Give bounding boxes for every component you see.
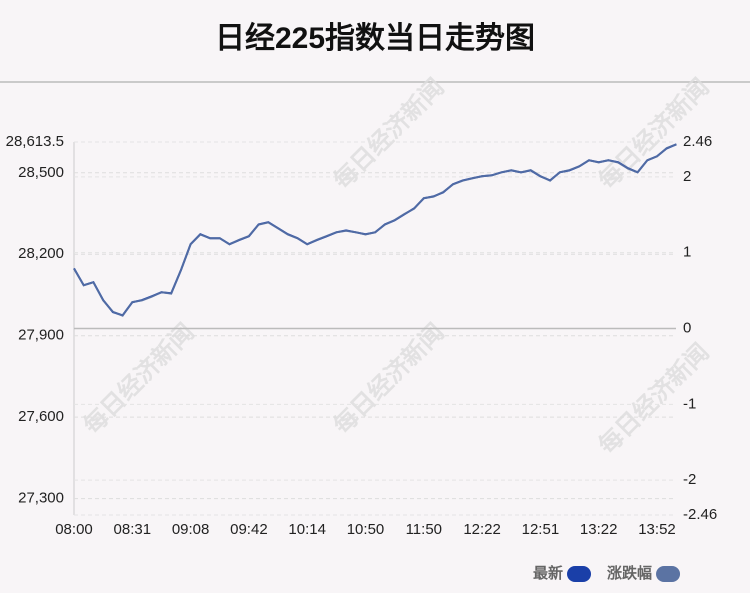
y-tick-label: 27,600 xyxy=(18,408,64,425)
y2-tick-label: -2.46 xyxy=(683,506,717,523)
x-tick-label: 12:51 xyxy=(522,521,560,538)
legend-swatch xyxy=(567,566,592,582)
watermark: 每日经济新闻 xyxy=(593,338,715,460)
line-series xyxy=(73,143,677,317)
legend-swatch xyxy=(656,566,681,582)
y-tick-label: 27,300 xyxy=(18,490,64,507)
y2-tick-label: -2 xyxy=(683,471,696,488)
legend-label: 涨跌幅 xyxy=(607,564,652,582)
x-tick-label: 13:52 xyxy=(638,521,676,538)
line-series xyxy=(73,143,677,317)
legend-label: 最新 xyxy=(533,564,563,582)
watermark: 每日经济新闻 xyxy=(78,318,200,440)
x-tick-label: 13:22 xyxy=(580,521,618,538)
x-tick-label: 09:08 xyxy=(172,521,210,538)
watermark: 每日经济新闻 xyxy=(328,318,450,440)
x-tick-label: 10:50 xyxy=(347,521,385,538)
y-tick-label: 27,900 xyxy=(18,327,64,344)
y-tick-label: 28,500 xyxy=(18,164,64,181)
x-tick-label: 11:50 xyxy=(406,521,442,538)
y2-tick-label: 2 xyxy=(683,168,691,185)
x-tick-label: 08:00 xyxy=(55,521,93,538)
y2-tick-label: 0 xyxy=(683,319,691,336)
x-tick-label: 09:42 xyxy=(230,521,268,538)
x-tick-label: 12:22 xyxy=(463,521,501,538)
x-tick-label: 10:14 xyxy=(288,521,326,538)
y2-tick-label: 1 xyxy=(683,244,691,261)
y2-tick-label: -1 xyxy=(683,395,696,412)
chart-title: 日经225指数当日走势图 xyxy=(215,21,535,55)
y2-tick-label: 2.46 xyxy=(683,133,712,150)
y-tick-label: 28,613.5 xyxy=(6,133,64,150)
y-tick-label: 28,200 xyxy=(18,245,64,262)
x-tick-label: 08:31 xyxy=(114,521,152,538)
